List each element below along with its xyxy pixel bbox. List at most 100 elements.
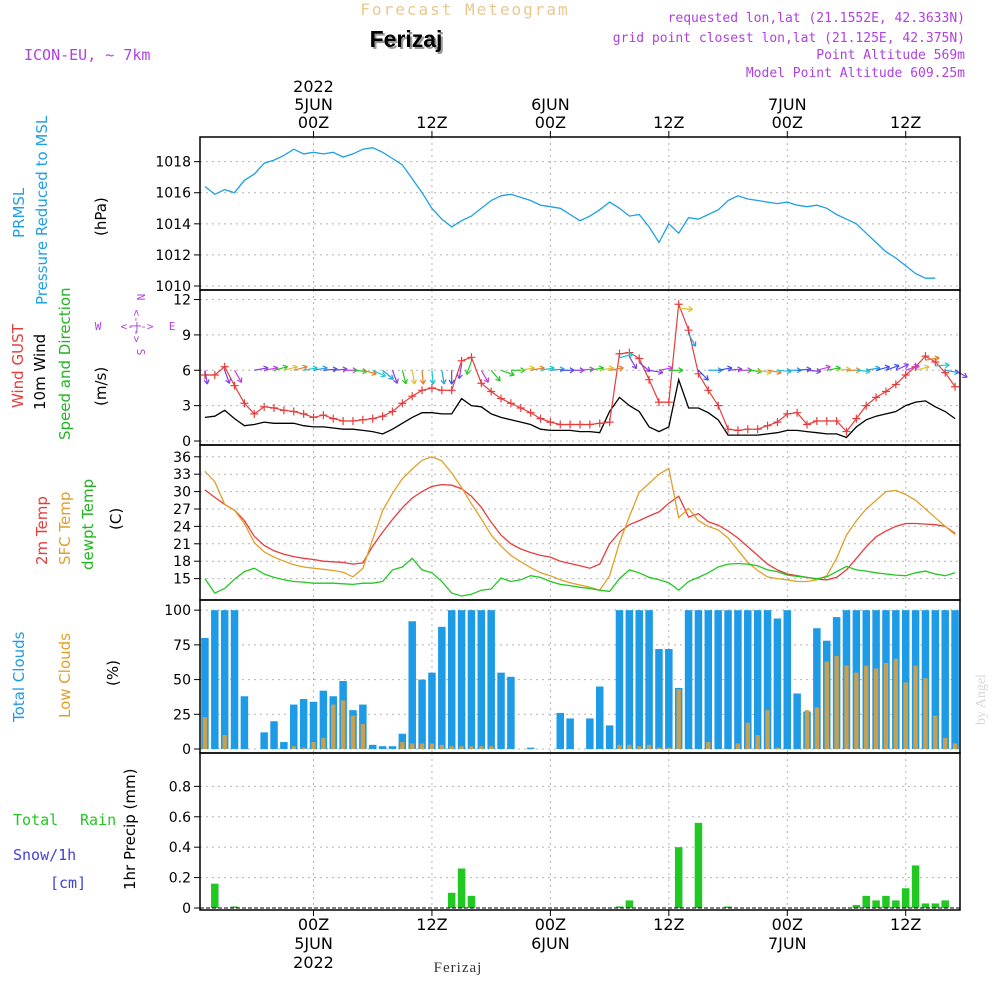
wind-gust-point (891, 380, 900, 389)
total-clouds-bar (201, 637, 209, 749)
wind-arrow-shaft (648, 369, 663, 374)
temperature-series-line-2 (204, 557, 956, 597)
wind-direction-arrow (372, 369, 386, 378)
rain-bar (872, 900, 880, 908)
wind-gust-point (398, 399, 407, 408)
wind-arrow-shaft (954, 369, 968, 378)
wind-arrow-head (962, 372, 968, 378)
wind-direction-arrow (410, 370, 417, 385)
wind-arrow-shaft (323, 368, 338, 371)
bottom-time-label: 00Z (535, 915, 566, 934)
wind-arrow-shaft (579, 368, 594, 371)
top-time-label: 00Z (772, 113, 803, 132)
temperature-ytick-label: 33 (173, 467, 191, 483)
wind-arrow-shaft (540, 367, 555, 371)
wind-arrow-head (944, 362, 950, 369)
rain-bar (694, 822, 703, 908)
wind-arrow-shaft (836, 368, 851, 371)
wind-gust-point (674, 300, 683, 309)
compass-east: E (169, 320, 176, 333)
wind-arrow-head (687, 306, 694, 313)
wind-direction-arrow (925, 355, 940, 362)
low-clouds-bar (883, 662, 889, 749)
wind-arrow-shaft (806, 369, 822, 373)
low-clouds-bar (419, 743, 425, 749)
pressure-label-msl: Pressure Reduced to MSL (33, 115, 51, 305)
wind-gust-point (368, 414, 377, 423)
total-clouds-bar (240, 696, 249, 749)
wind-arrow-head (392, 378, 399, 384)
rain-bar (724, 906, 732, 908)
wind-gust-point (329, 414, 338, 423)
pressure-series-line-0 (204, 147, 936, 279)
temp-dewpt-label: dewpt Temp (79, 479, 97, 570)
top-time-label: 00Z (298, 113, 329, 132)
wind-gust-point (881, 387, 890, 396)
total-clouds-bar (487, 610, 495, 749)
wind-arrow-shaft (458, 364, 463, 379)
wind-arrow-head (903, 363, 910, 369)
wind-gust-point (230, 381, 239, 390)
total-clouds-bar (428, 672, 436, 749)
wind-arrow-shaft (678, 307, 693, 311)
bottom-time-label: 00Z (772, 915, 803, 934)
footer-location: Ferizaj (434, 960, 483, 976)
compass-rose: N S W E <-|-> <-|-> (95, 294, 176, 356)
location-title-shadow: Ferizaj (372, 28, 445, 54)
wind-arrow-shaft (283, 366, 298, 371)
total-clouds-bar (605, 725, 614, 749)
low-clouds-bar (923, 678, 928, 749)
bottom-time-label: 12Z (653, 915, 684, 934)
wind-gust-point (220, 362, 229, 371)
wind-arrow-shaft (757, 369, 772, 374)
wind-direction-arrow (234, 369, 243, 383)
chart-panels: 1010101210141016101803691215182124273033… (155, 136, 968, 917)
total-clouds-bar (220, 610, 229, 749)
rain-bar (931, 903, 940, 908)
temp-ylabel: (C) (107, 508, 125, 530)
wind-arrow-shaft (915, 366, 930, 371)
wind-arrow-head (924, 364, 930, 371)
total-clouds-bar (773, 618, 782, 749)
wind-gust-point (497, 394, 506, 403)
low-clouds-bar (617, 744, 622, 749)
total-clouds-bar (625, 610, 634, 749)
wind-direction-arrow (915, 364, 930, 371)
low-clouds-bar (410, 743, 415, 749)
total-clouds-bar (211, 610, 219, 749)
wind-arrow-head (509, 370, 515, 377)
wind-arrow-shaft (224, 370, 231, 384)
top-time-label: 12Z (416, 113, 447, 132)
low-clouds-bar (301, 747, 306, 749)
wind-gust-point (319, 411, 328, 420)
wind-gust-point (427, 383, 436, 392)
wind-arrow-shaft (945, 369, 960, 374)
rain-bar (625, 900, 634, 908)
low-clouds-bar (952, 743, 958, 749)
wind-arrow-shaft (303, 367, 318, 371)
wind-arrow-head (465, 369, 471, 375)
low-clouds-bar (775, 747, 780, 749)
compass-west: W (95, 320, 102, 333)
wind-arrow-head (388, 374, 394, 380)
low-clouds-bar (676, 689, 681, 749)
wind-arrow-head (631, 363, 638, 370)
wind-arrow-head (401, 378, 408, 385)
total-clouds-bar (931, 610, 940, 749)
top-time-label: 12Z (653, 113, 684, 132)
temperature-ytick-label: 18 (173, 554, 191, 570)
total-clouds-bar (793, 693, 801, 749)
wind-arrow-head (618, 365, 624, 372)
wind-ytick-label: 3 (182, 399, 191, 415)
wind-direction-arrow (456, 364, 463, 380)
wind-arrow-shaft (264, 367, 279, 371)
low-clouds-bar (814, 707, 820, 749)
wind-gust-point (645, 375, 654, 384)
wind-gust-point (654, 398, 663, 407)
wind-gust-point (250, 409, 259, 418)
total-clouds-bar (378, 746, 387, 749)
total-clouds-bar (901, 610, 910, 749)
low-clouds-bar (400, 742, 405, 749)
wind-direction-arrow (401, 370, 408, 385)
wind-arrow-shaft (273, 366, 288, 371)
